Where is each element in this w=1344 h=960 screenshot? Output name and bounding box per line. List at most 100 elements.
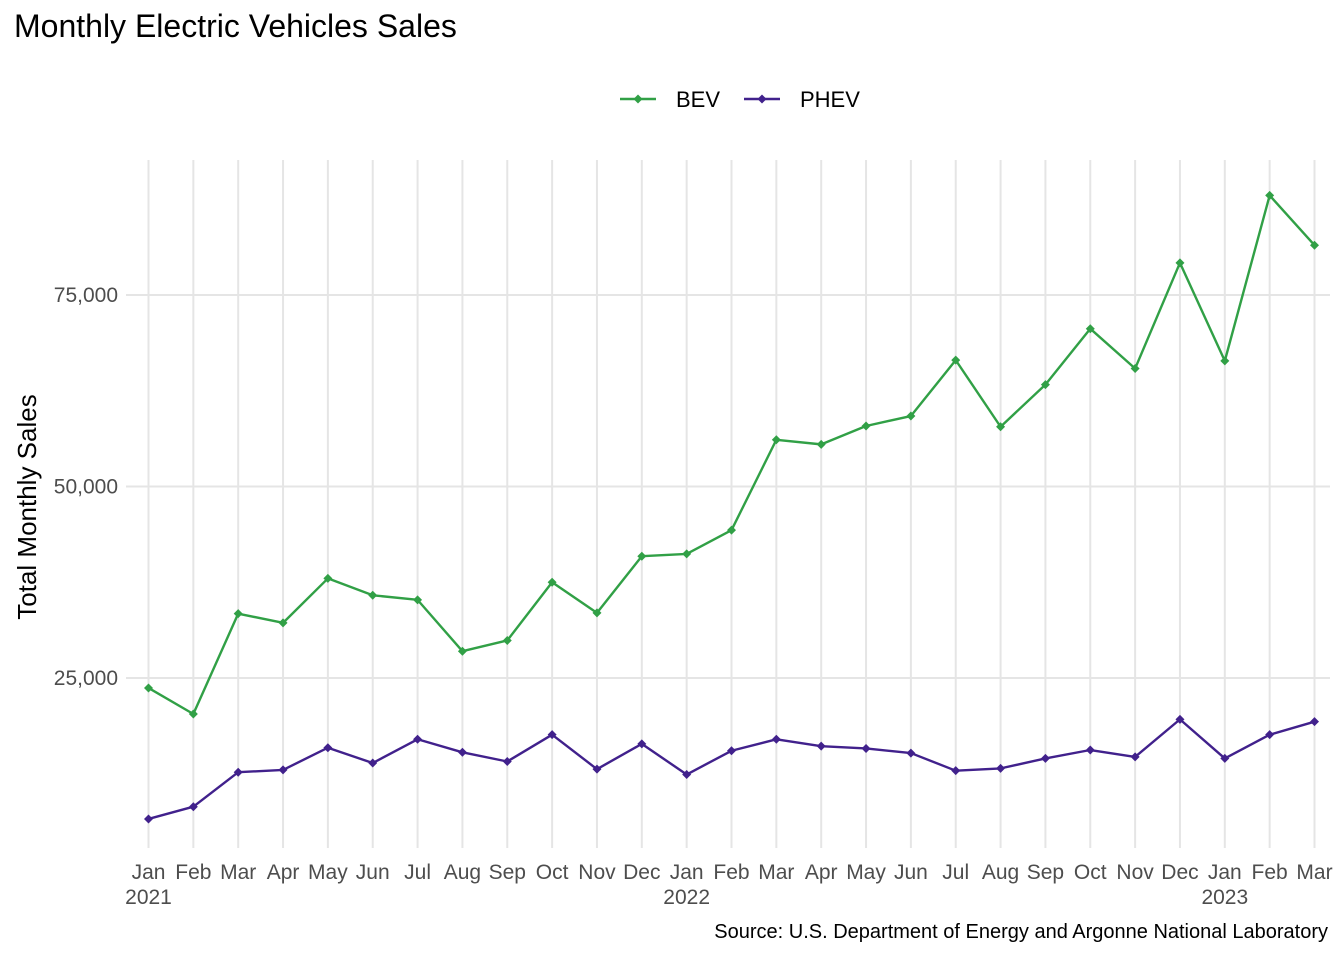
data-point xyxy=(682,549,692,559)
data-point xyxy=(547,577,557,587)
legend-item-bev: BEV xyxy=(620,87,720,112)
data-point xyxy=(951,355,961,365)
data-point xyxy=(592,764,602,774)
x-tick-label: May xyxy=(308,861,348,884)
x-tick-label: Aug xyxy=(444,861,481,884)
data-point xyxy=(996,763,1006,773)
data-point xyxy=(816,741,826,751)
data-point xyxy=(727,746,736,756)
x-year-label: 2021 xyxy=(125,886,172,909)
x-tick-label: Feb xyxy=(713,861,749,884)
data-point xyxy=(547,730,557,740)
data-point xyxy=(413,734,423,744)
data-point xyxy=(906,411,916,421)
data-point xyxy=(188,802,198,812)
data-point xyxy=(457,747,467,757)
grid xyxy=(126,160,1330,848)
x-tick-label: Mar xyxy=(1296,861,1332,884)
x-tick-label: Jan xyxy=(670,861,704,884)
x-tick-label: Apr xyxy=(267,861,300,884)
x-year-label: 2023 xyxy=(1201,886,1248,909)
data-point xyxy=(906,748,916,758)
data-point xyxy=(861,743,871,753)
data-point xyxy=(1085,324,1095,334)
x-tick-label: Nov xyxy=(1116,861,1154,884)
data-point xyxy=(951,766,961,776)
data-point xyxy=(502,635,512,645)
data-point xyxy=(1175,714,1185,724)
y-axis-title: Total Monthly Sales xyxy=(12,394,42,619)
data-point xyxy=(368,758,378,768)
data-point xyxy=(1085,745,1095,755)
x-tick-label: Jan xyxy=(1208,861,1242,884)
data-point xyxy=(1175,258,1185,268)
data-point xyxy=(771,734,781,744)
x-tick-label: Jul xyxy=(942,861,969,884)
data-point xyxy=(323,573,333,583)
data-point xyxy=(771,435,781,445)
data-point xyxy=(502,756,512,766)
x-tick-label: Mar xyxy=(758,861,794,884)
data-point xyxy=(188,709,198,719)
series-layer xyxy=(144,190,1319,824)
x-tick-label: Nov xyxy=(578,861,616,884)
x-tick-label: Apr xyxy=(805,861,838,884)
data-point xyxy=(1220,753,1230,763)
y-tick-label: 25,000 xyxy=(54,667,118,690)
data-point xyxy=(1130,364,1140,374)
data-point xyxy=(1310,240,1319,250)
legend-label: PHEV xyxy=(800,87,860,112)
x-tick-label: Dec xyxy=(1161,861,1198,884)
data-point xyxy=(278,765,288,775)
x-tick-label: Oct xyxy=(536,861,569,884)
x-tick-label: Jul xyxy=(404,861,431,884)
data-point xyxy=(592,608,602,618)
x-tick-label: Sep xyxy=(1027,861,1064,884)
source-caption: Source: U.S. Department of Energy and Ar… xyxy=(714,921,1328,943)
legend-marker xyxy=(757,94,767,104)
y-tick-label: 75,000 xyxy=(54,284,118,307)
data-point xyxy=(682,770,692,780)
series-bev xyxy=(144,190,1319,719)
data-point xyxy=(144,814,153,824)
x-tick-label: May xyxy=(846,861,886,884)
data-point xyxy=(144,683,153,693)
data-point xyxy=(457,646,467,656)
data-point xyxy=(816,439,826,449)
x-tick-label: Jan xyxy=(132,861,166,884)
data-point xyxy=(1040,753,1050,763)
series-phev xyxy=(144,714,1319,824)
data-point xyxy=(1220,356,1230,366)
x-tick-label: Dec xyxy=(623,861,660,884)
data-point xyxy=(861,421,871,431)
x-tick-label: Aug xyxy=(982,861,1019,884)
data-point xyxy=(637,739,647,749)
data-point xyxy=(1265,190,1275,200)
legend-marker xyxy=(633,94,643,104)
data-point xyxy=(727,525,736,535)
x-year-label: 2022 xyxy=(663,886,710,909)
x-tick-label: Oct xyxy=(1074,861,1107,884)
data-point xyxy=(368,590,378,600)
x-tick-label: Feb xyxy=(1252,861,1288,884)
data-point xyxy=(413,595,423,605)
data-point xyxy=(1310,717,1319,727)
data-point xyxy=(278,618,288,628)
legend-item-phev: PHEV xyxy=(744,87,860,112)
data-point xyxy=(996,422,1006,432)
data-point xyxy=(233,609,243,619)
x-tick-label: Jun xyxy=(356,861,390,884)
x-tick-label: Sep xyxy=(489,861,526,884)
x-tick-label: Feb xyxy=(175,861,211,884)
legend: BEV PHEV xyxy=(620,87,860,112)
data-point xyxy=(1130,752,1140,762)
chart-title: Monthly Electric Vehicles Sales xyxy=(14,8,457,44)
y-tick-label: 50,000 xyxy=(54,476,118,499)
data-point xyxy=(323,743,333,753)
data-point xyxy=(1040,380,1050,390)
data-point xyxy=(1265,730,1275,740)
data-point xyxy=(233,767,243,777)
x-tick-label: Mar xyxy=(220,861,256,884)
